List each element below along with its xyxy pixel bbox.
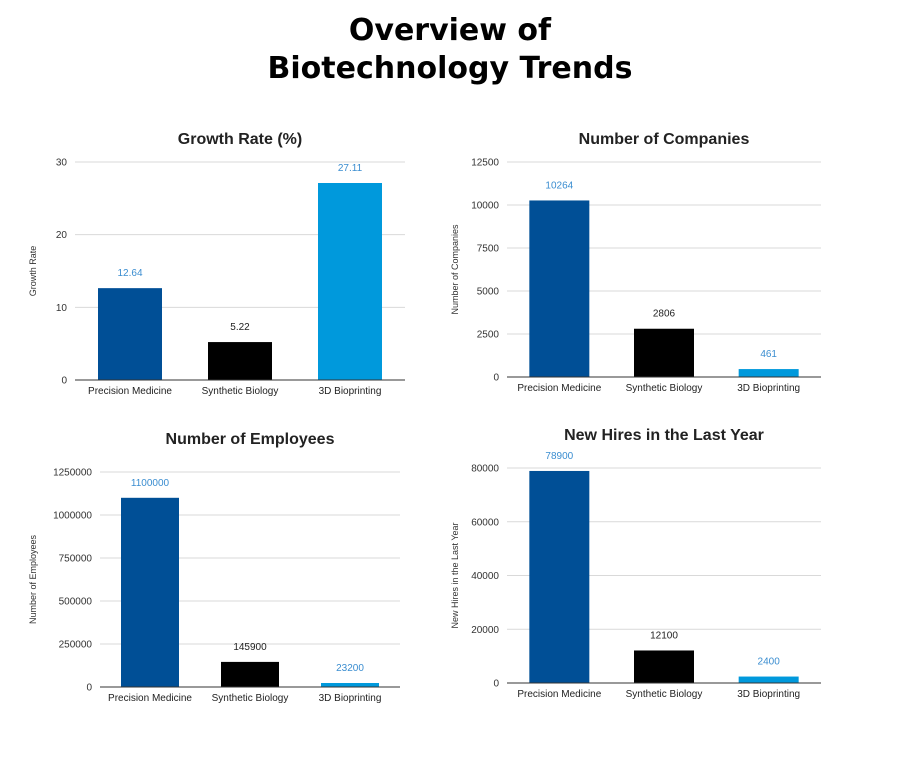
data-label: 10264	[545, 180, 573, 191]
chart-title: Growth Rate (%)	[178, 131, 302, 148]
y-tick-label: 12500	[471, 158, 499, 169]
bar	[98, 288, 162, 380]
chart-title: Number of Companies	[579, 131, 750, 148]
number-of-companies-chart: Number of Companies Number of Companies 0 2…	[450, 131, 821, 394]
bar	[221, 661, 279, 687]
y-tick-label: 60000	[471, 517, 499, 528]
bar	[318, 183, 382, 380]
y-tick-label: 750000	[59, 554, 93, 565]
x-tick-label: Synthetic Biology	[626, 689, 703, 700]
data-label: 5.22	[230, 322, 250, 333]
x-tick-label: Precision Medicine	[88, 386, 172, 397]
y-tick-label: 80000	[471, 464, 499, 475]
chart-title: New Hires in the Last Year	[564, 427, 764, 444]
bar	[208, 342, 272, 380]
page-title: Overview of Biotechnology Trends	[0, 12, 900, 88]
x-tick-label: Synthetic Biology	[626, 383, 703, 394]
y-tick-label: 40000	[471, 571, 499, 582]
y-tick-label: 0	[493, 679, 499, 690]
x-tick-label: Synthetic Biology	[202, 386, 279, 397]
y-tick-label: 500000	[59, 597, 93, 608]
x-tick-label: Precision Medicine	[517, 689, 601, 700]
y-axis-label: Number of Employees	[28, 534, 38, 624]
data-label: 12.64	[117, 268, 142, 279]
y-tick-label: 5000	[477, 287, 500, 298]
data-label: 145900	[233, 642, 267, 653]
data-label: 2400	[758, 657, 781, 668]
y-axis-label: Growth Rate	[28, 246, 38, 297]
y-tick-label: 20	[56, 230, 68, 241]
chart-title: Number of Employees	[166, 431, 335, 448]
y-axis-label: New Hires in the Last Year	[450, 522, 460, 628]
y-tick-label: 30	[56, 158, 68, 169]
y-tick-label: 10000	[471, 201, 499, 212]
bar	[738, 676, 799, 683]
bar	[321, 683, 379, 687]
x-tick-label: 3D Bioprinting	[319, 693, 382, 704]
data-label: 27.11	[338, 163, 363, 174]
bar	[121, 497, 179, 687]
data-label: 461	[760, 349, 777, 360]
x-tick-label: Precision Medicine	[517, 383, 601, 394]
x-tick-label: Precision Medicine	[108, 693, 192, 704]
y-tick-label: 1250000	[53, 468, 92, 479]
y-tick-label: 10	[56, 303, 68, 314]
x-tick-label: 3D Bioprinting	[737, 689, 800, 700]
bar	[738, 369, 799, 377]
bar	[529, 470, 590, 683]
x-tick-label: 3D Bioprinting	[319, 386, 382, 397]
bar	[634, 650, 694, 683]
y-tick-label: 0	[86, 683, 92, 694]
bar	[529, 200, 590, 377]
y-axis-label: Number of Companies	[450, 224, 460, 315]
page-title-line-2: Biotechnology Trends	[267, 51, 633, 86]
y-tick-label: 7500	[477, 244, 500, 255]
data-label: 23200	[336, 663, 364, 674]
data-label: 2806	[653, 309, 676, 320]
bar	[634, 328, 694, 377]
data-label: 1100000	[131, 478, 170, 489]
x-tick-label: 3D Bioprinting	[737, 383, 800, 394]
y-tick-label: 250000	[59, 640, 93, 651]
data-label: 12100	[650, 630, 678, 641]
page-title-line-1: Overview of	[348, 13, 552, 48]
number-of-employees-chart: Number of Employees Number of Employees 0 2…	[28, 431, 400, 704]
y-tick-label: 2500	[477, 330, 500, 341]
y-tick-label: 20000	[471, 625, 499, 636]
x-tick-label: Synthetic Biology	[212, 693, 289, 704]
new-hires-chart: New Hires in the Last Year New Hires in t…	[450, 427, 821, 700]
y-tick-label: 1000000	[53, 511, 92, 522]
growth-rate-chart: Growth Rate (%) Growth Rate 0 10 20 30 12.64 Pr…	[28, 131, 405, 397]
data-label: 78900	[545, 451, 573, 462]
y-tick-label: 0	[61, 376, 67, 387]
y-tick-label: 0	[493, 373, 499, 384]
